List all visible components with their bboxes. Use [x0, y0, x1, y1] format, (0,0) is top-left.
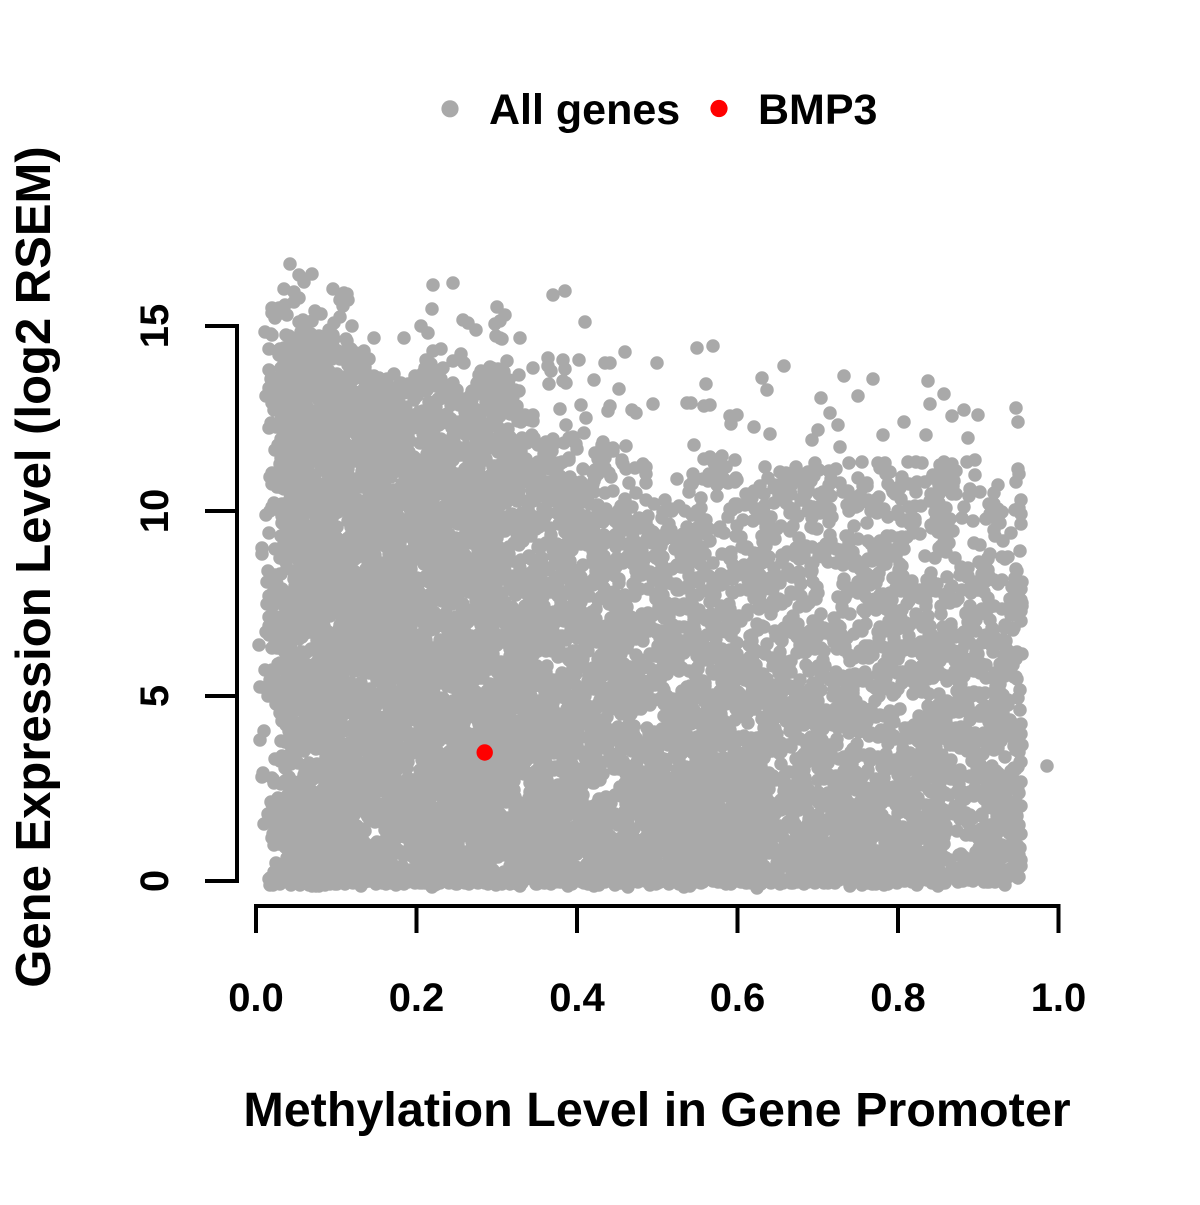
svg-text:1.0: 1.0 [1031, 976, 1087, 1020]
svg-text:0: 0 [133, 870, 177, 892]
svg-text:Gene Expression Level (log2 RS: Gene Expression Level (log2 RSEM) [7, 146, 61, 987]
svg-text:0.2: 0.2 [389, 976, 445, 1020]
svg-text:0.6: 0.6 [710, 976, 766, 1020]
svg-text:0.8: 0.8 [870, 976, 926, 1020]
svg-text:15: 15 [133, 304, 177, 349]
svg-text:0.0: 0.0 [228, 976, 284, 1020]
svg-text:5: 5 [133, 685, 177, 707]
svg-text:All genes: All genes [489, 86, 680, 134]
svg-text:0.4: 0.4 [549, 976, 605, 1020]
svg-text:Methylation Level in Gene Prom: Methylation Level in Gene Promoter [243, 1083, 1070, 1137]
svg-text:10: 10 [133, 489, 177, 534]
svg-text:BMP3: BMP3 [758, 86, 877, 134]
